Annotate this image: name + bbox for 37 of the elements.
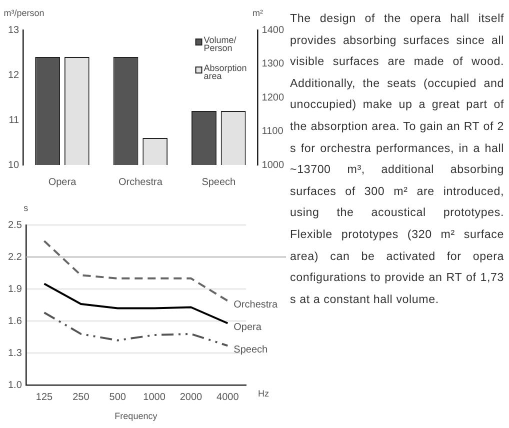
series-label: Opera (234, 322, 262, 334)
x-tick-label: 500 (109, 392, 126, 403)
y-tick-label: 11 (8, 114, 20, 126)
y-tick-label: 1.9 (8, 284, 22, 295)
series-label: Speech (234, 344, 268, 356)
y-tick-label: 13 (8, 24, 20, 36)
line-series (43, 240, 229, 302)
x-tick-label: Speech (202, 176, 236, 188)
text: Hz (258, 388, 270, 399)
x-tick-label: 4000 (216, 392, 240, 403)
y-axis-title: s (24, 202, 29, 213)
y-tick-label: 10 (8, 160, 20, 171)
x-tick-label: 125 (36, 392, 54, 403)
y-axis-title: m³/person (4, 8, 44, 18)
y2-tick-label: 1100 (262, 126, 284, 137)
y-tick-label: 12 (8, 70, 20, 81)
y-tick-label: 1.0 (8, 380, 22, 391)
text: The design of the opera hall itself provides absorbing surfaces since all visible surfaces are made of wood. Additionally, the seats (occupied and unoccupied) make up a great part of the absorption area. To gain an RT of 2 s for orchestra performances, in a hall ~13700 m³, additional absorbing surfaces of 300 m² are introduced, using the acoustical prototypes. Flexible prototypes (320 m² surface area) can be activated for opera configurations to provide an RT of 1,73 s at a constant hall volume. (290, 12, 504, 306)
line-series (43, 312, 229, 347)
y2-tick-label: 1400 (262, 24, 284, 36)
legend-label: Absorption area (204, 62, 247, 81)
y-tick-label: 1.6 (8, 316, 22, 327)
y-tick-label: 1.3 (8, 348, 22, 359)
y2-tick-label: 1200 (262, 92, 284, 104)
x-tick-label: 250 (72, 392, 90, 403)
x-tick-label: Orchestra (118, 176, 163, 188)
legend-label: Volume/ Person (204, 34, 237, 53)
series-label: Orchestra (234, 300, 278, 311)
x-tick-label: Opera (48, 176, 77, 188)
y2-tick-label: 1300 (262, 58, 284, 70)
x-axis-title: Frequency (114, 411, 158, 422)
y2-axis-title: m² (252, 8, 264, 18)
y-tick-label: 2.5 (8, 220, 22, 231)
y2-tick-label: 1000 (262, 160, 284, 171)
x-tick-label: 2000 (180, 392, 203, 403)
y-tick-label: 2.2 (8, 252, 22, 263)
x-tick-label: 1000 (143, 392, 166, 403)
